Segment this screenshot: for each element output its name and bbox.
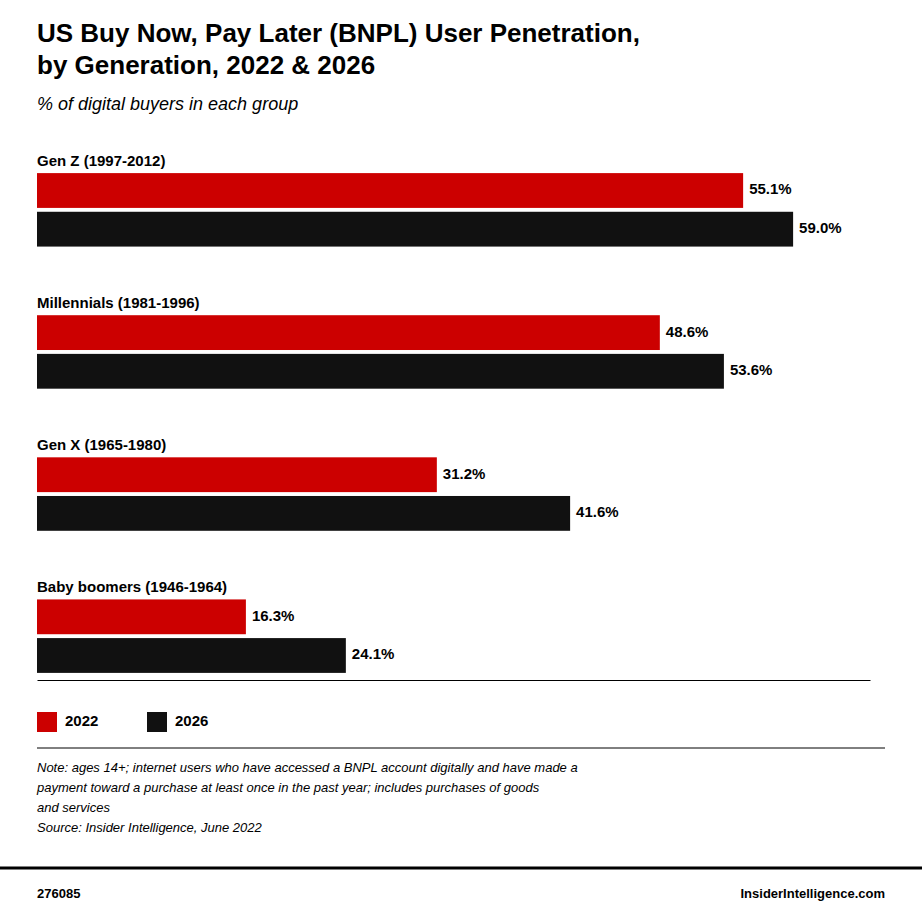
bar [37,496,570,531]
bars [37,173,793,673]
chart: US Buy Now, Pay Later (BNPL) User Penetr… [0,0,922,919]
bar [37,354,724,389]
legend-label: 2026 [175,712,208,729]
note: Source: Insider Intelligence, June 2022 [37,820,263,835]
legend-item: 2026 [147,712,208,732]
bar [37,173,743,208]
category-label: Gen Z (1997-2012) [37,152,165,169]
legend-item: 2022 [37,712,98,732]
divider [37,748,885,749]
category-label: Millennials (1981-1996) [37,294,200,311]
legend: 2022 2026 [37,712,208,732]
bar [37,599,246,634]
data-label: 53.6% [730,361,773,378]
legend-swatch [147,712,167,732]
footer-left: 276085 [37,886,80,901]
data-label: 59.0% [799,219,842,236]
note: and services [37,800,110,815]
category-label: Baby boomers (1946-1964) [37,578,227,595]
data-label: 41.6% [576,503,619,520]
bar [37,212,793,247]
footer-divider [0,867,922,870]
footer-right: InsiderIntelligence.com [741,886,886,901]
bar [37,457,437,492]
x-axis [38,680,871,681]
data-label: 31.2% [443,465,486,482]
data-label: 48.6% [666,323,709,340]
legend-label: 2022 [65,712,98,729]
category-label: Gen X (1965-1980) [37,436,166,453]
data-label: 24.1% [352,645,395,662]
bar [37,638,346,673]
subtitle: % of digital buyers in each group [37,94,298,114]
bar [37,315,660,350]
note: Note: ages 14+; internet users who have … [37,760,578,775]
axis-domain [38,680,871,681]
note: payment toward a purchase at least once … [36,780,540,795]
data-label: 55.1% [749,180,792,197]
legend-swatch [37,712,57,732]
title: US Buy Now, Pay Later (BNPL) User Penetr… [37,18,640,80]
labels: Gen Z (1997-2012) Millennials (1981-1996)… [37,152,842,662]
data-label: 16.3% [252,607,295,624]
